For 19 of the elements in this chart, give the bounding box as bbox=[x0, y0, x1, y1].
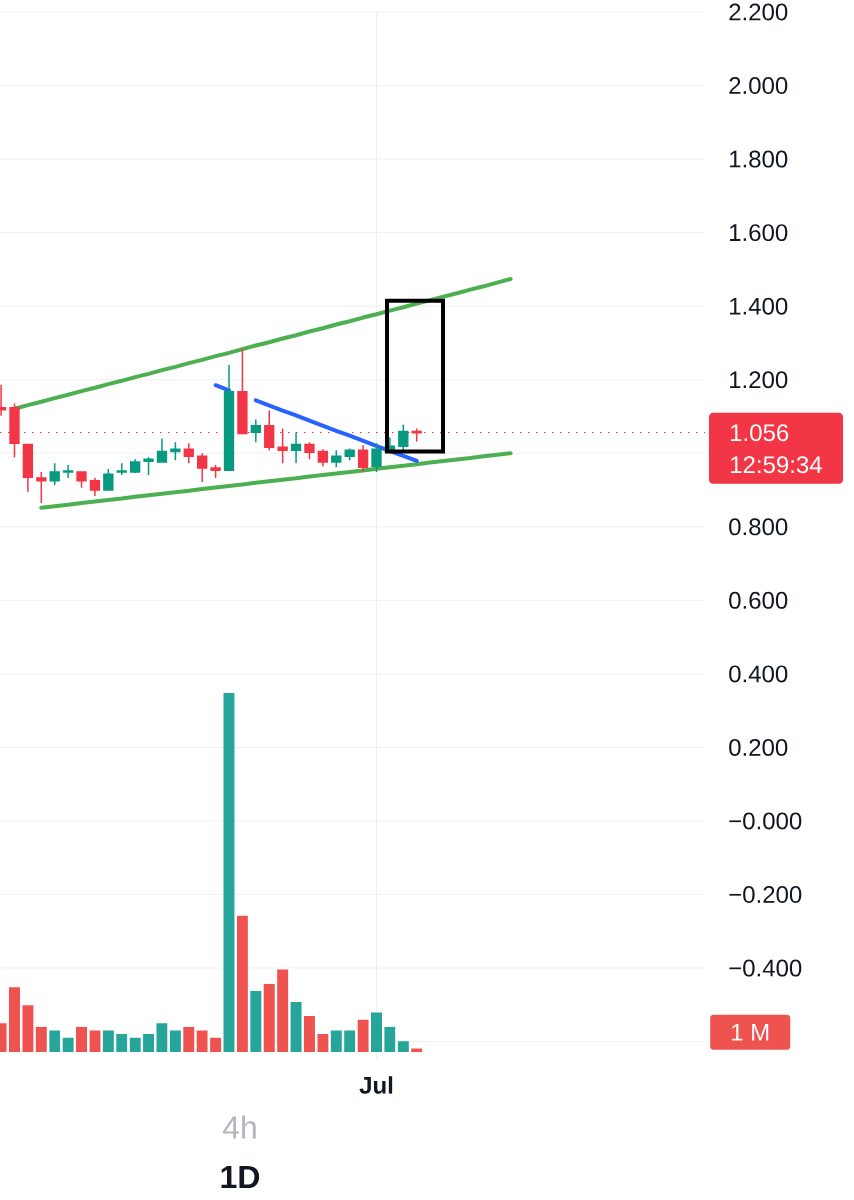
text: 12:59:34 bbox=[731, 456, 822, 474]
y-tick-label: 1.200 bbox=[730, 371, 788, 389]
y-tick-label: 2.000 bbox=[729, 77, 788, 95]
y-tick-label: 0.400 bbox=[729, 665, 788, 683]
y-tick-label: 1.600 bbox=[730, 224, 788, 242]
text: 1D bbox=[221, 1165, 260, 1188]
y-tick-label: 2.200 bbox=[729, 3, 788, 21]
y-tick-label: 1.400 bbox=[730, 297, 788, 315]
text: 1 M bbox=[732, 1024, 769, 1041]
y-tick-label: 0.600 bbox=[729, 591, 788, 609]
y-tick-label: 0.800 bbox=[729, 518, 788, 536]
y-tick-label: −0.000 bbox=[729, 812, 802, 830]
y-tick-label: −0.200 bbox=[729, 886, 802, 904]
ref-line-label: 1.056 bbox=[731, 424, 789, 442]
x-tick-label: Jul bbox=[359, 1076, 393, 1094]
y-tick-label: 1.800 bbox=[730, 150, 788, 168]
y-tick-label: −0.400 bbox=[729, 959, 802, 977]
text: 4h bbox=[222, 1115, 256, 1139]
y-tick-label: 0.200 bbox=[729, 738, 788, 756]
